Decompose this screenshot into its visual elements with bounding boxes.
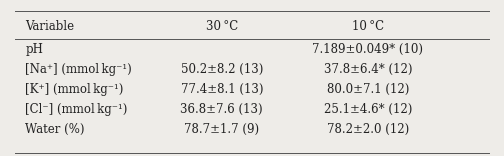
Text: 77.4±8.1 (13): 77.4±8.1 (13): [180, 83, 263, 96]
Text: [Na⁺] (mmol kg⁻¹): [Na⁺] (mmol kg⁻¹): [25, 63, 132, 76]
Text: 50.2±8.2 (13): 50.2±8.2 (13): [180, 63, 263, 76]
Text: 25.1±4.6* (12): 25.1±4.6* (12): [324, 103, 412, 116]
Text: 36.8±7.6 (13): 36.8±7.6 (13): [180, 103, 263, 116]
Text: 10 °C: 10 °C: [352, 20, 384, 33]
Text: Water (%): Water (%): [25, 123, 85, 136]
Text: Variable: Variable: [25, 20, 74, 33]
Text: pH: pH: [25, 43, 43, 56]
Text: 37.8±6.4* (12): 37.8±6.4* (12): [324, 63, 412, 76]
Text: 80.0±7.1 (12): 80.0±7.1 (12): [327, 83, 409, 96]
Text: 30 °C: 30 °C: [206, 20, 238, 33]
Text: [Cl⁻] (mmol kg⁻¹): [Cl⁻] (mmol kg⁻¹): [25, 103, 128, 116]
Text: 7.189±0.049* (10): 7.189±0.049* (10): [312, 43, 423, 56]
Text: 78.7±1.7 (9): 78.7±1.7 (9): [184, 123, 260, 136]
Text: [K⁺] (mmol kg⁻¹): [K⁺] (mmol kg⁻¹): [25, 83, 123, 96]
Text: 78.2±2.0 (12): 78.2±2.0 (12): [327, 123, 409, 136]
